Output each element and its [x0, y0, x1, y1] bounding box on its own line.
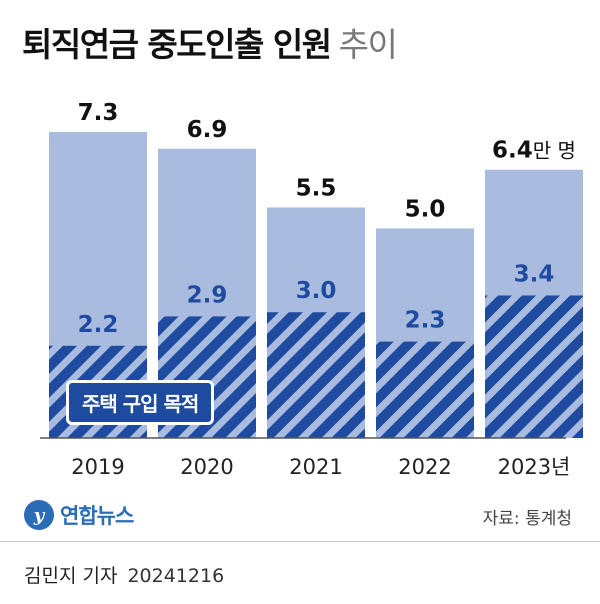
byline-author: 김민지 기자: [24, 565, 118, 587]
title-main: 퇴직연금 중도인출 인원: [22, 25, 332, 64]
x-tick-label: 2020: [180, 455, 233, 479]
total-value-label: 6.4만 명: [492, 138, 576, 164]
x-tick-label: 2022: [398, 455, 451, 479]
chart-title: 퇴직연금 중도인출 인원 추이: [22, 18, 398, 66]
total-value-label: 6.9: [187, 117, 228, 143]
x-tick-label: 2023년: [498, 455, 571, 479]
yonhap-logo-icon: y: [24, 500, 54, 530]
x-tick-label: 2019: [71, 455, 124, 479]
x-tick-label: 2021: [289, 455, 342, 479]
total-value-label: 5.0: [405, 196, 446, 222]
total-value-label: 7.3: [78, 100, 119, 126]
source-note: 자료: 통계청: [482, 509, 572, 529]
total-value-label: 5.5: [296, 175, 337, 201]
housing-bar: [376, 341, 474, 438]
housing-bar: [485, 295, 583, 438]
housing-value-label: 2.2: [78, 312, 119, 338]
bar-chart: 7.3 2.2 2019 6.9 2.9 2020 5.5 3.0 2021 5.0 2.3 2022…: [40, 100, 583, 479]
legend-housing-purpose: 주택 구입 목적: [66, 380, 215, 425]
byline-date: 20241216: [127, 565, 225, 587]
footer-divider: [0, 541, 600, 542]
housing-value-label: 2.9: [187, 282, 228, 308]
yonhap-logo-text: 연합뉴스: [60, 504, 134, 528]
title-sub: 추이: [338, 25, 398, 64]
housing-value-label: 3.0: [296, 278, 337, 304]
housing-bar: [267, 312, 365, 438]
housing-value-label: 3.4: [514, 261, 555, 287]
yonhap-logo: y 연합뉴스: [24, 500, 134, 530]
byline: 김민지 기자 20241216: [24, 561, 224, 588]
housing-value-label: 2.3: [405, 308, 446, 334]
